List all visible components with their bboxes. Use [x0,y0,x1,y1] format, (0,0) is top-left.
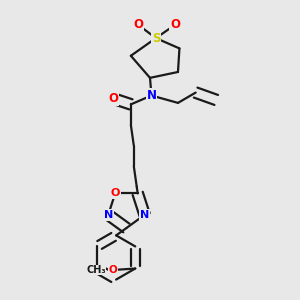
Text: N: N [103,210,113,220]
Text: CH₃: CH₃ [86,265,106,275]
Text: O: O [110,188,120,198]
Text: O: O [170,18,180,32]
Text: N: N [146,89,157,102]
Text: O: O [109,265,118,275]
Text: S: S [152,32,160,45]
Text: O: O [133,18,143,32]
Text: N: N [140,210,149,220]
Text: O: O [108,92,118,105]
